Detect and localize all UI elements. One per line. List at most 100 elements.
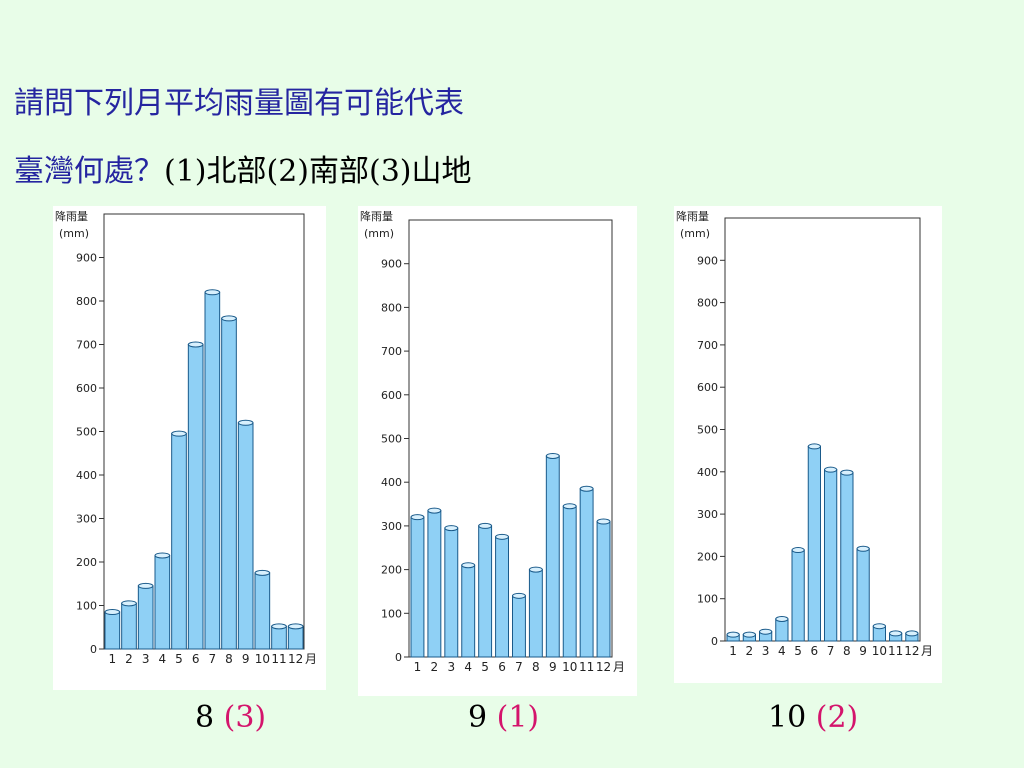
bar [237,422,254,650]
y-axis-label: 降雨量 [676,209,709,223]
bar [528,569,543,658]
y-tick-label: 300 [381,520,402,533]
chart-panel-9: 降雨量 (mm) 0 100 200 300 400 500 600 700 800 900 1 2 3 4 5… [358,206,637,696]
bar [410,516,425,658]
bar-top [187,341,204,348]
chart-panel-8: 降雨量 (mm) 0 100 200 300 400 500 600 700 800 900 1 2 3 4 5… [53,206,326,690]
x-tick-label: 9 [242,652,250,666]
bar-top [512,592,526,599]
bar-top [444,525,459,532]
bar-top [775,616,789,623]
y-tick-label: 900 [381,258,402,271]
bar-top [807,443,821,450]
y-tick-label: 900 [697,254,718,267]
y-tick-label: 500 [76,426,97,439]
bar-top [889,630,903,637]
answer-choice: (2) [815,700,859,735]
bar-top [528,566,543,573]
bar [791,549,805,642]
bar-top [154,552,171,559]
x-tick-label: 11 [271,652,286,666]
y-tick-label: 400 [697,466,718,479]
x-tick-label: 1 [414,660,422,674]
x-tick-label: 9 [859,644,867,658]
bar-top [254,569,271,576]
bar-top [726,631,740,638]
y-tick-label: 700 [381,345,402,358]
bar-top [104,609,121,616]
x-tick-label: 6 [811,644,819,658]
x-tick-label: 4 [464,660,472,674]
x-tick-label: 5 [794,644,802,658]
bar-top [495,533,510,540]
bar-top [545,452,560,459]
answer-number: 10 [768,700,807,735]
y-tick-label: 700 [76,339,97,352]
bar-top [427,507,442,514]
y-axis-unit: (mm) [680,227,710,240]
y-tick-label: 800 [76,295,97,308]
x-tick-label: 12 [596,660,611,674]
bar [461,564,476,658]
bar [104,611,121,650]
y-tick-label: 0 [711,635,718,648]
y-tick-label: 400 [381,476,402,489]
bar-top [137,582,154,589]
bar-top [287,623,304,630]
bar-top [121,600,137,607]
x-tick-label: 5 [481,660,489,674]
y-tick-label: 100 [381,607,402,620]
x-axis-unit: 月 [613,660,625,674]
bar [254,572,271,650]
bar-top [791,547,805,554]
x-tick-label: 11 [579,660,594,674]
question-prefix: 臺灣何處？ [14,154,164,189]
x-tick-label: 3 [762,644,770,658]
bar-top [562,503,577,510]
bar [840,472,854,642]
y-tick-label: 600 [697,381,718,394]
bar [579,488,594,658]
y-tick-label: 500 [697,424,718,437]
bar [495,536,509,658]
x-tick-label: 8 [225,652,233,666]
y-tick-label: 600 [76,382,97,395]
x-tick-label: 10 [872,644,887,658]
answer-choice: (3) [223,700,267,735]
bar-top [596,518,611,525]
bar [807,445,821,642]
bar-top [171,430,187,437]
x-tick-label: 8 [843,644,851,658]
x-tick-label: 7 [827,644,835,658]
bar [271,625,287,650]
answer-choice: (1) [496,700,540,735]
x-axis-unit: 月 [921,644,933,658]
bar [287,625,304,650]
question-line-1: 請問下列月平均雨量圖有可能代表 [14,86,464,121]
x-tick-label: 7 [515,660,523,674]
bar [187,344,204,650]
y-axis-unit: (mm) [364,227,394,240]
x-tick-label: 2 [746,644,754,658]
x-tick-label: 2 [431,660,439,674]
bar [824,469,838,642]
bar-top [271,623,287,630]
y-axis-unit: (mm) [59,227,89,240]
y-axis-label: 降雨量 [360,209,393,223]
bar-top [905,630,919,637]
bar-top [410,514,425,521]
bar [856,548,870,642]
y-tick-label: 500 [381,433,402,446]
bar-top [478,522,493,529]
answer-number: 9 [468,700,488,735]
x-tick-label: 10 [255,652,270,666]
answer-number: 8 [195,700,215,735]
x-tick-label: 3 [447,660,455,674]
x-tick-label: 12 [904,644,919,658]
x-tick-label: 5 [175,652,183,666]
answer-9: 9 (1) [468,700,539,736]
x-tick-label: 12 [288,652,303,666]
y-tick-label: 200 [76,556,97,569]
